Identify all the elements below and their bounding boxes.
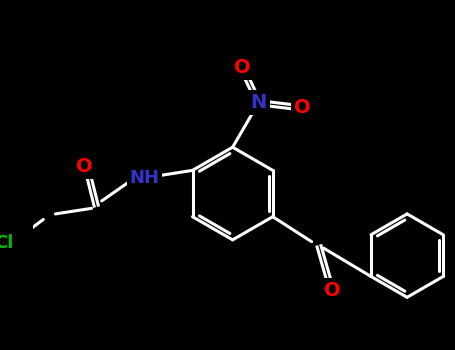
Text: N: N	[250, 93, 267, 112]
Text: Cl: Cl	[0, 234, 13, 252]
Text: NH: NH	[129, 169, 159, 187]
Text: O: O	[324, 281, 340, 300]
Text: O: O	[294, 98, 310, 117]
Text: O: O	[233, 58, 250, 77]
Text: O: O	[76, 157, 92, 176]
